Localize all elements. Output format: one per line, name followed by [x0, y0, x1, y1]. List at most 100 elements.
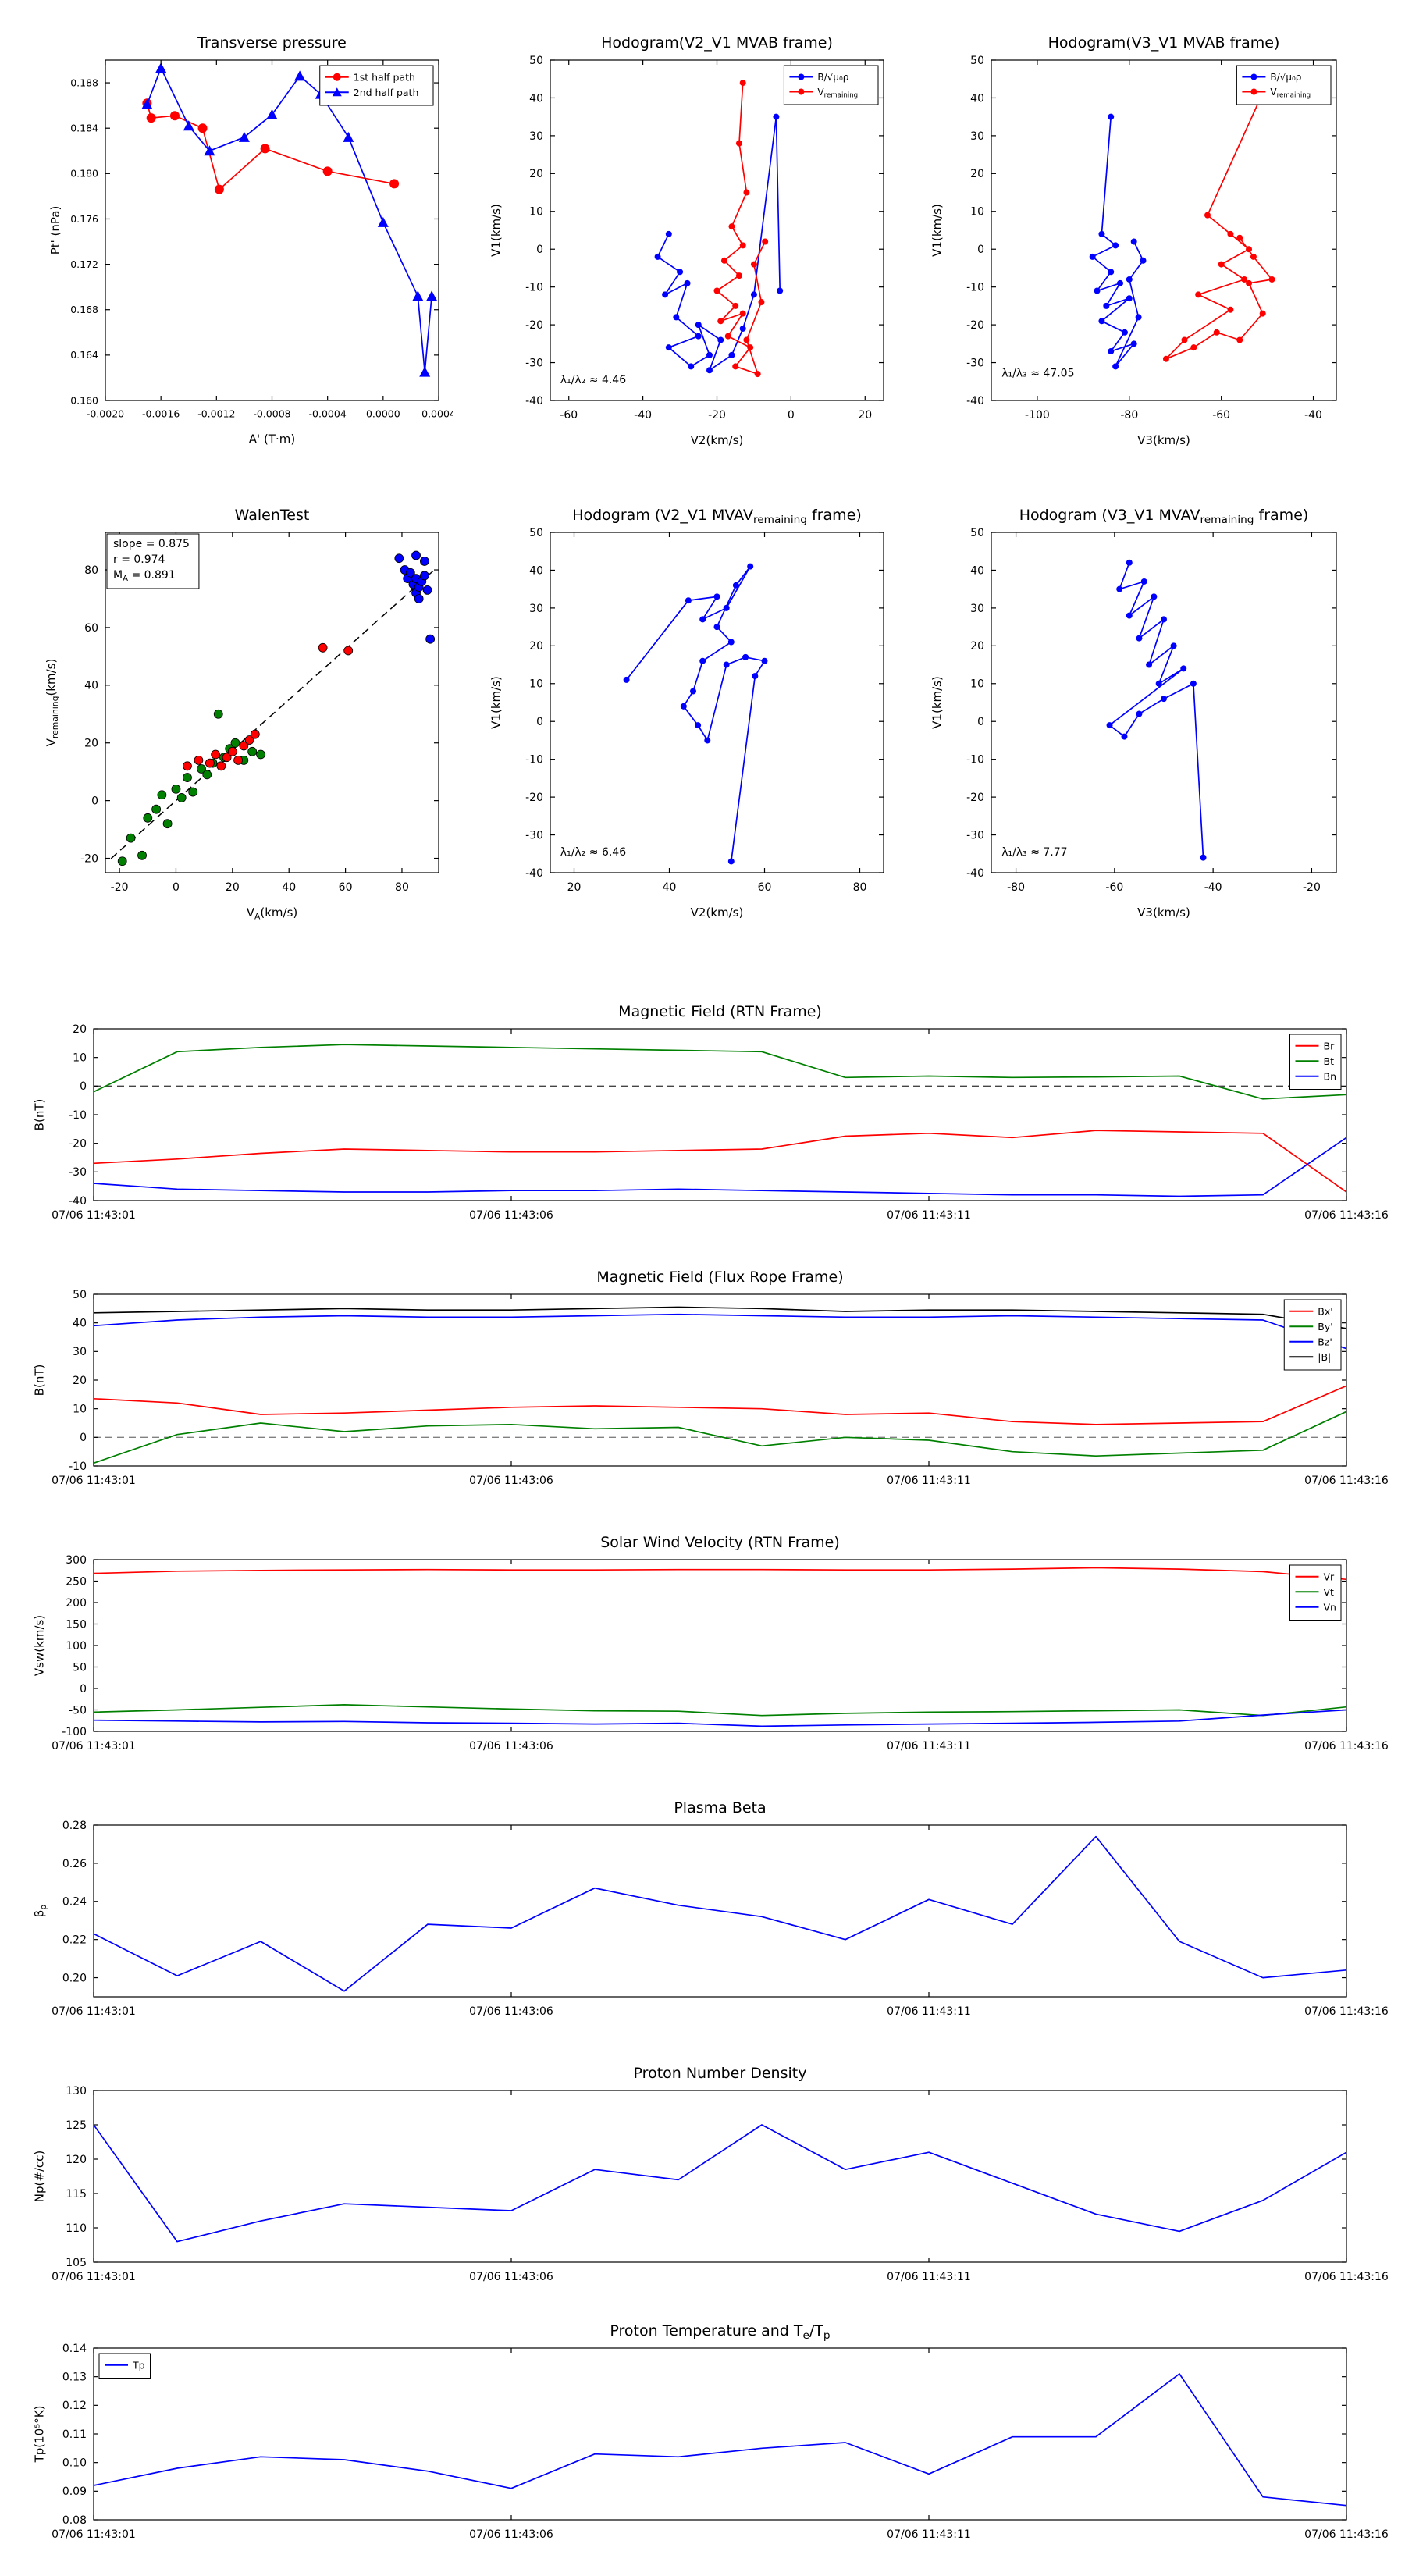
- svg-text:0.0000: 0.0000: [366, 408, 400, 420]
- svg-text:50: 50: [529, 527, 543, 539]
- svg-text:-30: -30: [966, 357, 984, 369]
- svg-text:50: 50: [73, 1661, 87, 1674]
- svg-text:B/√μ₀ρ: B/√μ₀ρ: [817, 72, 848, 83]
- svg-text:0: 0: [80, 1683, 87, 1695]
- plasma-beta-panel: 07/06 11:43:01 07/06 11:43:06 07/06 11:43:…: [31, 1788, 1389, 2045]
- svg-text:30: 30: [529, 603, 543, 615]
- svg-text:07/06 11:43:01: 07/06 11:43:01: [52, 2528, 136, 2541]
- svg-text:0.14: 0.14: [62, 2343, 87, 2355]
- svg-text:50: 50: [529, 55, 543, 67]
- svg-text:-50: -50: [69, 1704, 87, 1717]
- svg-text:40: 40: [282, 881, 296, 894]
- svg-text:07/06 11:43:11: 07/06 11:43:11: [887, 1209, 971, 1222]
- svg-text:-20: -20: [708, 409, 726, 422]
- svg-text:-30: -30: [69, 1166, 87, 1179]
- svg-text:-0.0004: -0.0004: [309, 408, 347, 420]
- svg-text:30: 30: [529, 130, 543, 143]
- svg-text:-0.0008: -0.0008: [253, 408, 290, 420]
- svg-text:-20: -20: [966, 319, 984, 332]
- svg-text:-0.0020: -0.0020: [87, 408, 124, 420]
- svg-text:07/06 11:43:16: 07/06 11:43:16: [1304, 2005, 1389, 2018]
- svg-text:07/06 11:43:06: 07/06 11:43:06: [469, 1475, 553, 1487]
- svg-text:20: 20: [567, 881, 582, 894]
- svg-text:80: 80: [395, 881, 409, 894]
- svg-text:0.180: 0.180: [70, 168, 98, 180]
- svg-text:A' (T·m): A' (T·m): [249, 432, 295, 447]
- svg-text:-20: -20: [69, 1138, 87, 1151]
- svg-text:105: 105: [66, 2257, 87, 2269]
- svg-text:07/06 11:43:11: 07/06 11:43:11: [887, 2528, 971, 2541]
- magnetic-field-flux-rope-panel: 07/06 11:43:01 07/06 11:43:06 07/06 11:43:…: [31, 1257, 1389, 1514]
- svg-text:10: 10: [73, 1404, 87, 1416]
- svg-text:07/06 11:43:01: 07/06 11:43:01: [52, 1209, 136, 1222]
- svg-text:B/√μ₀ρ: B/√μ₀ρ: [1270, 72, 1301, 83]
- svg-text:0.11: 0.11: [62, 2428, 87, 2441]
- svg-text:115: 115: [66, 2188, 87, 2201]
- svg-text:0.28: 0.28: [62, 1820, 87, 1832]
- svg-text:20: 20: [970, 168, 984, 180]
- svg-text:60: 60: [758, 881, 772, 894]
- svg-text:-40: -40: [1304, 409, 1322, 422]
- svg-text:07/06 11:43:01: 07/06 11:43:01: [52, 1740, 136, 1752]
- svg-text:30: 30: [970, 603, 984, 615]
- svg-text:λ₁/λ₂ ≈ 6.46: λ₁/λ₂ ≈ 6.46: [560, 846, 626, 859]
- svg-text:MA = 0.891: MA = 0.891: [113, 569, 176, 583]
- svg-text:Hodogram (V2_V1 MVAVremaining: Hodogram (V2_V1 MVAVremaining frame): [572, 507, 862, 526]
- svg-text:r = 0.974: r = 0.974: [113, 553, 165, 566]
- svg-text:-10: -10: [966, 282, 984, 294]
- svg-text:V1(km/s): V1(km/s): [930, 676, 944, 729]
- svg-text:Np(#/cc): Np(#/cc): [33, 2151, 47, 2203]
- svg-text:V2(km/s): V2(km/s): [691, 906, 744, 920]
- svg-text:λ₁/λ₃ ≈ 7.77: λ₁/λ₃ ≈ 7.77: [1001, 846, 1067, 859]
- svg-text:0.24: 0.24: [62, 1896, 87, 1909]
- svg-text:20: 20: [970, 640, 984, 653]
- svg-text:20: 20: [84, 738, 98, 750]
- svg-text:60: 60: [84, 622, 98, 635]
- svg-text:0.164: 0.164: [70, 349, 98, 361]
- svg-text:-10: -10: [525, 282, 543, 294]
- svg-text:-40: -40: [966, 395, 984, 407]
- svg-text:-60: -60: [1212, 409, 1230, 422]
- transverse-pressure-panel: -0.0020 -0.0016 -0.0012 -0.0008 -0.0004 0.000…: [39, 20, 456, 457]
- svg-text:50: 50: [970, 55, 984, 67]
- walen-test-panel: -20 0 20 40 60 80 -20 0 20 40 60 80 WalenTest VA(km/s…: [39, 492, 453, 929]
- svg-text:200: 200: [66, 1597, 87, 1610]
- svg-text:Proton Number Density: Proton Number Density: [634, 2065, 807, 2082]
- svg-text:Transverse pressure: Transverse pressure: [197, 34, 347, 52]
- svg-text:Proton Temperature and Te/Tp: Proton Temperature and Te/Tp: [610, 2322, 830, 2342]
- svg-text:-40: -40: [69, 1195, 87, 1208]
- svg-text:-20: -20: [525, 792, 543, 804]
- svg-text:60: 60: [339, 881, 353, 894]
- svg-text:-30: -30: [525, 357, 543, 369]
- svg-text:-40: -40: [525, 395, 543, 407]
- svg-text:40: 40: [970, 92, 984, 105]
- svg-text:βp: βp: [33, 1905, 48, 1918]
- svg-text:0: 0: [536, 716, 543, 728]
- svg-text:-20: -20: [966, 792, 984, 804]
- svg-text:-100: -100: [1025, 409, 1050, 422]
- svg-text:0.26: 0.26: [62, 1858, 87, 1870]
- svg-text:07/06 11:43:11: 07/06 11:43:11: [887, 2271, 971, 2283]
- svg-text:Magnetic Field (Flux Rope Fram: Magnetic Field (Flux Rope Frame): [596, 1268, 843, 1286]
- svg-text:-40: -40: [634, 409, 652, 422]
- proton-temperature-panel: 07/06 11:43:01 07/06 11:43:06 07/06 11:43:…: [31, 2311, 1389, 2568]
- svg-text:Bx': Bx': [1318, 1305, 1332, 1317]
- svg-text:07/06 11:43:01: 07/06 11:43:01: [52, 2005, 136, 2018]
- svg-text:B(nT): B(nT): [33, 1099, 47, 1131]
- svg-text:100: 100: [66, 1640, 87, 1653]
- svg-text:40: 40: [970, 564, 984, 577]
- svg-text:0: 0: [91, 795, 98, 808]
- svg-text:Bn: Bn: [1324, 1070, 1337, 1082]
- svg-text:130: 130: [66, 2085, 87, 2097]
- svg-text:50: 50: [970, 527, 984, 539]
- svg-text:50: 50: [73, 1289, 87, 1301]
- svg-text:0: 0: [536, 244, 543, 256]
- svg-text:10: 10: [529, 678, 543, 691]
- svg-text:07/06 11:43:16: 07/06 11:43:16: [1304, 2271, 1389, 2283]
- svg-text:Hodogram(V2_V1 MVAB frame): Hodogram(V2_V1 MVAB frame): [601, 34, 833, 52]
- svg-text:07/06 11:43:06: 07/06 11:43:06: [469, 1740, 553, 1752]
- svg-text:0.20: 0.20: [62, 1972, 87, 1984]
- svg-text:10: 10: [970, 678, 984, 691]
- svg-text:20: 20: [529, 640, 543, 653]
